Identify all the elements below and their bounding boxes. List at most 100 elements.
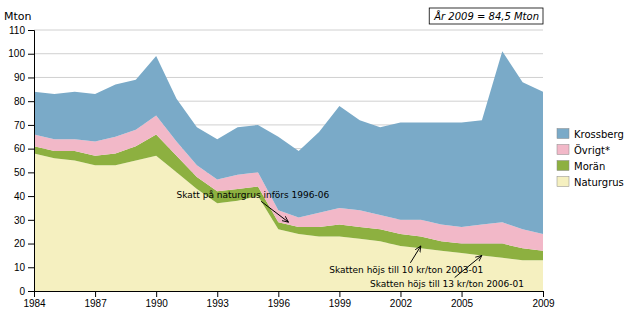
legend-label: Naturgrus xyxy=(574,177,624,188)
legend-swatch xyxy=(557,161,569,171)
tick-mark xyxy=(28,172,34,173)
legend-label: Övrigt* xyxy=(574,144,610,156)
tick-mark xyxy=(28,101,34,102)
y-tick: 0 xyxy=(19,286,34,297)
tick-label: 20 xyxy=(14,238,26,249)
tick-mark xyxy=(28,125,34,126)
x-tick: 1996 xyxy=(268,291,291,309)
tick-mark xyxy=(28,149,34,150)
annotation: Skatten höjs till 13 kr/ton 2006-01 xyxy=(370,255,524,288)
tick-label: 2002 xyxy=(390,298,413,309)
y-tick: 100 xyxy=(8,48,34,59)
tick-label: 50 xyxy=(14,167,26,178)
tick-label: 1987 xyxy=(84,298,107,309)
area xyxy=(34,51,543,234)
annotation-text: Skatt på naturgrus införs 1996-06 xyxy=(177,190,330,200)
tick-mark xyxy=(156,291,157,297)
y-tick: 40 xyxy=(14,191,34,202)
tick-label: 90 xyxy=(14,72,26,83)
tick-label: 1996 xyxy=(268,298,291,309)
tick-label: 80 xyxy=(14,96,26,107)
tick-label: 1990 xyxy=(146,298,169,309)
axis-line xyxy=(28,31,35,292)
note: År 2009 = 84,5 Mton xyxy=(429,8,543,24)
y-axis: 0 10 20 30 40 50 60 70 80 90 100 110 xyxy=(8,25,34,297)
tick-mark xyxy=(543,291,544,297)
tick-label: 30 xyxy=(14,215,26,226)
tick-label: 100 xyxy=(8,48,25,59)
tick-label: 10 xyxy=(14,262,26,273)
tick-label: 110 xyxy=(9,25,25,36)
tick-label: 1999 xyxy=(329,298,352,309)
tick-mark xyxy=(28,220,34,221)
x-tick: 2005 xyxy=(451,291,474,309)
annotation: Skatt på naturgrus införs 1996-06 xyxy=(177,190,330,222)
x-tick: 1999 xyxy=(329,291,352,309)
grid-line xyxy=(34,30,543,31)
x-tick: 1987 xyxy=(84,291,107,309)
annotation-text: Skatten höjs till 13 kr/ton 2006-01 xyxy=(370,279,524,289)
areas xyxy=(34,51,543,291)
tick-label: 1984 xyxy=(23,298,46,309)
legend: Krossberg Övrigt* Morän Naturgrus xyxy=(557,129,624,188)
annotation: Skatten höjs till 10 kr/ton 2003-01 xyxy=(329,246,483,275)
legend-item: Morän xyxy=(557,161,605,172)
tick-mark xyxy=(339,291,340,297)
plot: 1984198719901993199619992002200520090102… xyxy=(4,8,624,309)
tick-mark xyxy=(28,30,34,31)
y-tick: 50 xyxy=(14,167,34,178)
x-tick: 2002 xyxy=(390,291,413,309)
tick-mark xyxy=(28,244,34,245)
legend-label: Morän xyxy=(574,161,605,172)
tick-label: 2005 xyxy=(451,298,474,309)
tick-mark xyxy=(28,291,34,292)
legend-swatch xyxy=(557,129,569,139)
grid-line xyxy=(34,77,543,78)
axis-line xyxy=(35,292,544,298)
y-tick: 110 xyxy=(9,25,34,36)
tick-label: 0 xyxy=(19,286,25,297)
tick-mark xyxy=(28,196,34,197)
grid xyxy=(34,30,543,291)
y-axis-title: Mton xyxy=(4,10,32,23)
x-axis: 1984 1987 1990 1993 1996 1999 2002 2005 2009 xyxy=(23,291,555,309)
y-tick: 90 xyxy=(14,72,34,83)
legend-item: Övrigt* xyxy=(557,144,610,156)
tick-mark xyxy=(400,291,401,297)
chart: 1984198719901993199619992002200520090102… xyxy=(0,0,643,315)
x-tick: 1993 xyxy=(207,291,230,309)
x-tick: 1984 xyxy=(23,291,46,309)
y-tick: 70 xyxy=(14,120,34,131)
tick-mark xyxy=(278,291,279,297)
annotation-arrow xyxy=(261,201,288,222)
y-tick: 10 xyxy=(14,262,34,273)
chart-container: 1984198719901993199619992002200520090102… xyxy=(0,0,643,315)
grid-line xyxy=(34,53,543,54)
legend-swatch xyxy=(557,145,569,155)
tick-mark xyxy=(28,77,34,78)
note-box xyxy=(429,8,543,24)
legend-item: Naturgrus xyxy=(557,177,624,188)
legend-item: Krossberg xyxy=(557,129,624,140)
y-tick: 20 xyxy=(14,238,34,249)
note-text: År 2009 = 84,5 Mton xyxy=(433,10,539,22)
tick-mark xyxy=(28,54,34,55)
tick-mark xyxy=(462,291,463,297)
legend-swatch xyxy=(557,177,569,187)
y-tick: 80 xyxy=(14,96,34,107)
tick-label: 2009 xyxy=(532,298,555,309)
tick-label: 70 xyxy=(14,120,26,131)
annotation-arrow xyxy=(410,246,420,263)
x-tick: 1990 xyxy=(146,291,169,309)
tick-label: 60 xyxy=(14,143,26,154)
y-tick: 30 xyxy=(14,215,34,226)
tick-label: 40 xyxy=(14,191,26,202)
tick-mark xyxy=(95,291,96,297)
legend-label: Krossberg xyxy=(574,129,624,140)
tick-mark xyxy=(217,291,218,297)
tick-label: 1993 xyxy=(207,298,230,309)
annotation-arrow xyxy=(455,255,482,277)
y-tick: 60 xyxy=(14,143,34,154)
x-tick: 2009 xyxy=(532,291,555,309)
tick-mark xyxy=(28,267,34,268)
